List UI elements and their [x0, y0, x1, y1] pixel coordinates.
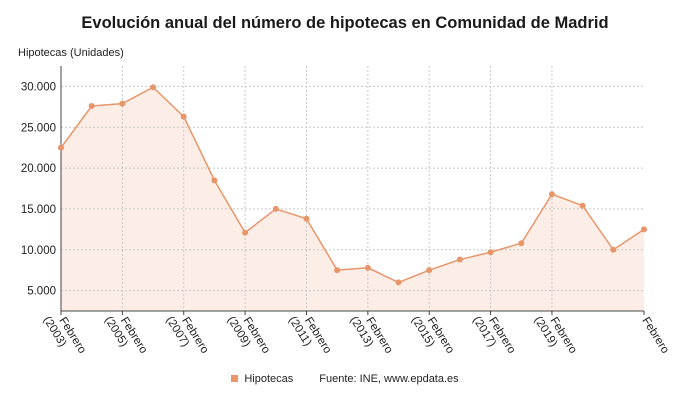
y-tick-label: 20.000	[21, 163, 56, 175]
y-tick-label: 30.000	[21, 81, 56, 93]
x-tick-label: Febrero(2019)	[532, 308, 579, 363]
data-point	[610, 246, 617, 253]
data-point	[487, 249, 494, 256]
data-point	[303, 215, 310, 222]
data-point	[456, 256, 463, 263]
data-point	[150, 84, 157, 91]
x-tick-label-line1: Febrero	[639, 315, 671, 356]
data-point	[548, 191, 555, 198]
x-tick-label: Febrero(2013)	[348, 308, 395, 363]
data-point	[395, 279, 402, 286]
x-tick-label: Febrero	[639, 315, 671, 356]
chart-title: Evolución anual del número de hipotecas …	[81, 14, 609, 32]
data-point	[211, 177, 218, 184]
data-point	[426, 267, 433, 274]
legend-series-label: Hipotecas	[244, 373, 294, 385]
x-tick-label: Febrero(2003)	[41, 308, 88, 363]
data-point	[88, 103, 95, 110]
data-point	[272, 205, 279, 212]
data-point	[518, 240, 525, 247]
y-tick-label: 25.000	[21, 122, 56, 134]
legend-swatch	[231, 375, 239, 382]
y-tick-label: 15.000	[21, 204, 56, 216]
y-axis-label: Hipotecas (Unidades)	[18, 47, 124, 59]
y-tick-label: 5.000	[27, 286, 56, 298]
y-tick-label: 10.000	[21, 245, 56, 257]
data-point	[641, 226, 647, 233]
x-tick-label: Febrero(2015)	[409, 308, 456, 363]
data-point	[180, 113, 187, 120]
x-tick-label: Febrero(2005)	[102, 308, 149, 363]
data-point	[334, 267, 341, 274]
x-tick-label: Febrero(2017)	[470, 308, 517, 363]
source-note: Fuente: INE, www.epdata.es	[319, 373, 459, 385]
series-area-fill	[61, 87, 644, 311]
data-point	[579, 202, 586, 209]
x-tick-label: Febrero(2007)	[163, 308, 210, 363]
data-point	[242, 229, 249, 236]
data-point	[119, 100, 126, 107]
series-line	[60, 86, 645, 284]
data-point	[58, 144, 64, 151]
x-tick-label: Febrero(2011)	[286, 308, 333, 363]
x-tick-label: Febrero(2009)	[225, 308, 272, 363]
data-point	[364, 264, 371, 271]
legend: Hipotecas Fuente: INE, www.epdata.es	[0, 373, 690, 385]
